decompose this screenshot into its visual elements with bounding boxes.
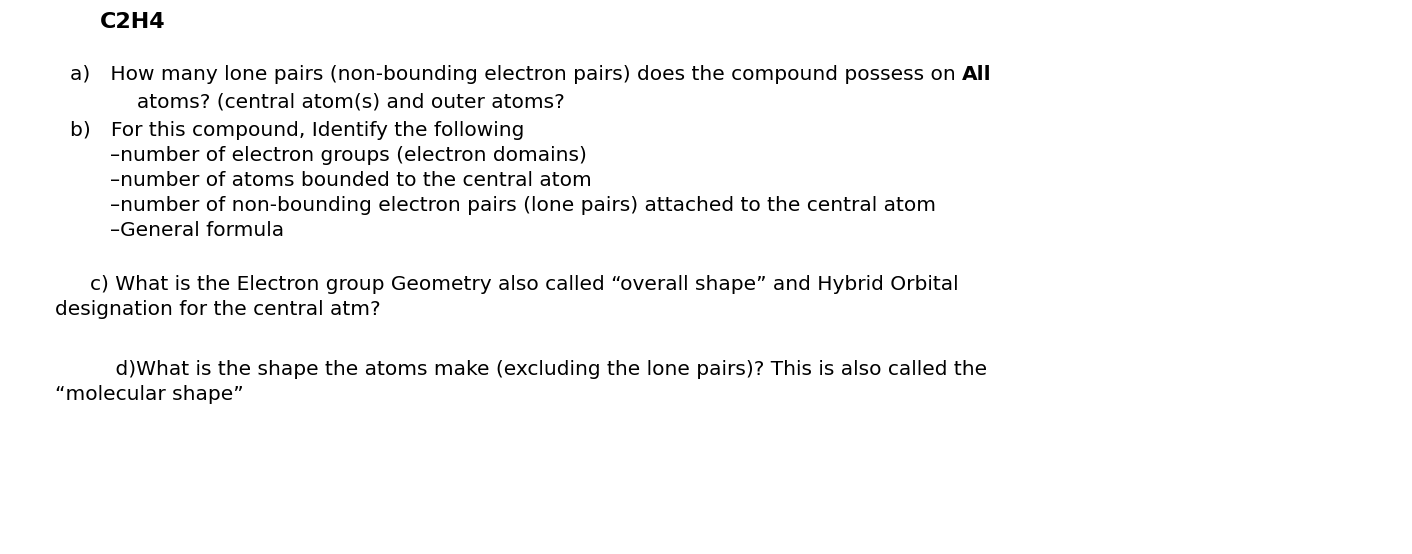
Text: C2H4: C2H4 [100, 12, 165, 32]
Text: atoms? (central atom(s) and outer atoms?: atoms? (central atom(s) and outer atoms? [104, 93, 565, 112]
Text: –number of non-bounding electron pairs (lone pairs) attached to the central atom: –number of non-bounding electron pairs (… [110, 196, 936, 215]
Text: “molecular shape”: “molecular shape” [55, 385, 244, 404]
Text: d)What is the shape the atoms make (excluding the lone pairs)? This is also call: d)What is the shape the atoms make (excl… [90, 360, 987, 379]
Text: b) For this compound, Identify the following: b) For this compound, Identify the follo… [71, 121, 524, 140]
Text: –number of atoms bounded to the central atom: –number of atoms bounded to the central … [110, 171, 592, 190]
Text: c) What is the Electron group Geometry also called “overall shape” and Hybrid Or: c) What is the Electron group Geometry a… [90, 275, 959, 294]
Text: –General formula: –General formula [110, 221, 284, 240]
Text: designation for the central atm?: designation for the central atm? [55, 300, 381, 319]
Text: –number of electron groups (electron domains): –number of electron groups (electron dom… [110, 146, 587, 165]
Text: a) How many lone pairs (non-bounding electron pairs) does the compound possess o: a) How many lone pairs (non-bounding ele… [71, 65, 962, 84]
Text: All: All [962, 65, 991, 84]
